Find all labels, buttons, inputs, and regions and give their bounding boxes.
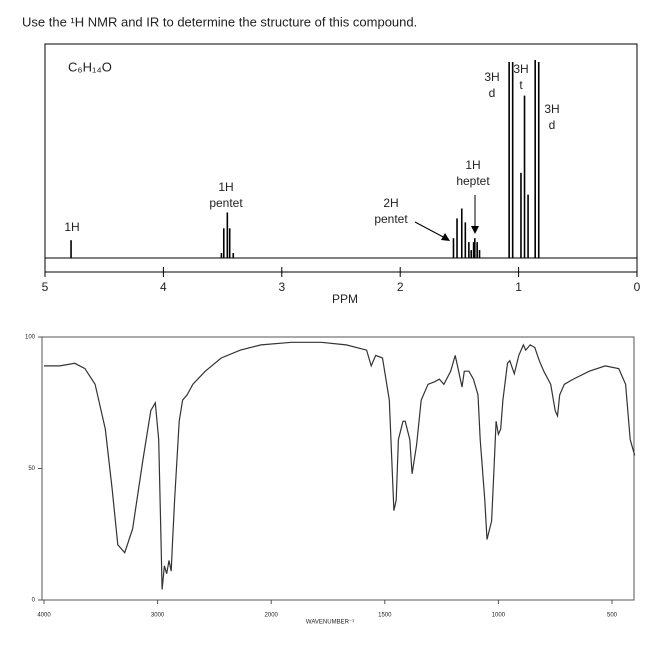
question: Use the ¹H NMR and IR to determine the s… xyxy=(22,14,417,29)
peak-annotation: 3H xyxy=(544,102,559,116)
peak-annotation: 1H xyxy=(218,180,233,194)
x-tick-label: 500 xyxy=(607,613,618,619)
peak-annotation: d xyxy=(549,118,556,132)
ir-x-label: WAVENUMBER⁻¹ xyxy=(306,620,354,626)
ir-frame xyxy=(41,336,635,601)
peak-annotation: 2H xyxy=(383,196,398,210)
nmr-frame xyxy=(44,43,638,273)
y-tick-label: 0 xyxy=(32,598,36,604)
x-tick-label: 1500 xyxy=(378,613,392,619)
arrow-head xyxy=(471,226,479,234)
x-tick-label: 0 xyxy=(634,280,641,294)
peak-annotation: 3H xyxy=(513,62,528,76)
peak-annotation: t xyxy=(519,78,523,92)
x-tick-label: 1000 xyxy=(492,613,506,619)
peak-annotation: 1H xyxy=(64,220,79,234)
y-tick-label: 100 xyxy=(25,335,36,341)
peak-annotation: 1H xyxy=(465,158,480,172)
x-tick-label: 2000 xyxy=(265,613,279,619)
peak-annotation: pentet xyxy=(209,196,243,210)
x-tick-label: 5 xyxy=(42,280,49,294)
peak-annotation: pentet xyxy=(374,212,408,226)
nmr-x-label: PPM xyxy=(332,292,358,306)
x-tick-label: 2 xyxy=(397,280,404,294)
x-tick-label: 3 xyxy=(278,280,285,294)
x-tick-label: 4000 xyxy=(37,613,51,619)
peak-annotation: 3H xyxy=(484,70,499,84)
y-tick-label: 50 xyxy=(28,466,35,472)
peak-annotation: d xyxy=(489,86,496,100)
peak-annotation: heptet xyxy=(456,174,490,188)
arrow-head xyxy=(441,233,450,241)
x-tick-label: 3000 xyxy=(151,613,165,619)
arrow xyxy=(414,221,448,240)
nmr-formula: C₆H₁₄O xyxy=(68,59,112,74)
ir-trace xyxy=(44,341,636,590)
x-tick-label: 4 xyxy=(160,280,167,294)
x-tick-label: 1 xyxy=(515,280,522,294)
